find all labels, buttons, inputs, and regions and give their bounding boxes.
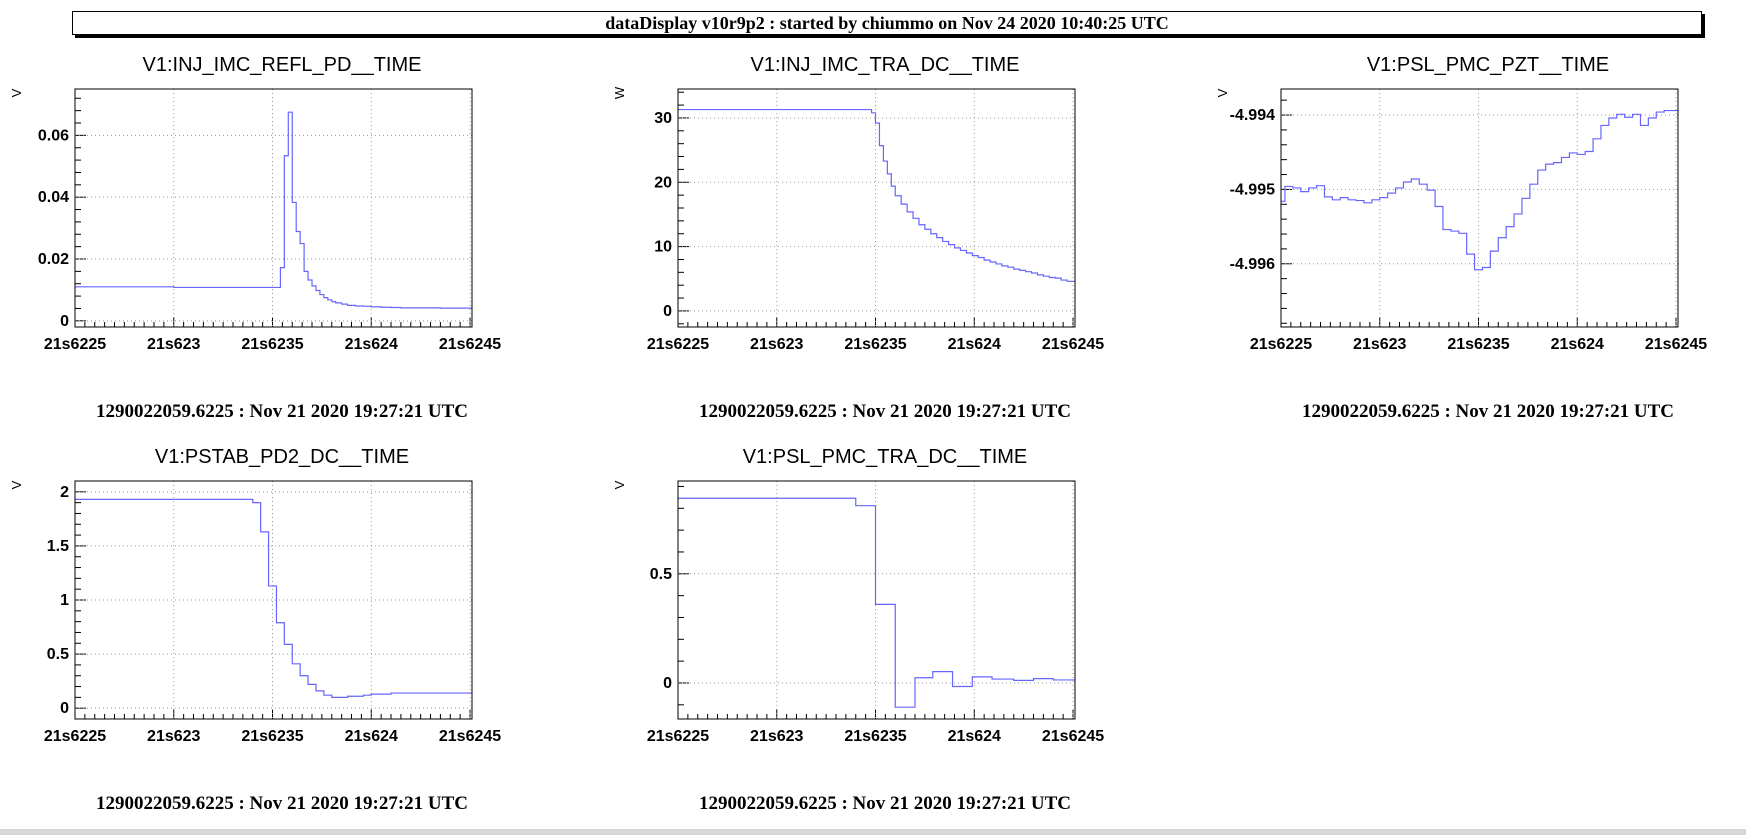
x-tick-label: 21s623 (1353, 336, 1406, 353)
x-tick-label: 21s6235 (241, 728, 303, 745)
y-tick-label: 0.5 (47, 646, 69, 663)
x-tick-label: 21s623 (147, 728, 200, 745)
time-label: 1290022059.6225 : Nov 21 2020 19:27:21 U… (1301, 401, 1675, 422)
plot-svg: 21s6225 21s623 21s6235 21s624 21s6245 -4.996 -… (1215, 88, 1707, 353)
y-tick-label: 20 (654, 174, 672, 191)
y-unit-label: V (612, 480, 627, 489)
chart-title: V1:PSL_PMC_PZT__TIME (1366, 54, 1610, 76)
time-label: 1290022059.6225 : Nov 21 2020 19:27:21 U… (698, 401, 1072, 422)
y-tick-label: 0.02 (38, 251, 69, 268)
x-tick-label: 21s6225 (1250, 336, 1312, 353)
display-banner: dataDisplay v10r9p2 : started by chiummo… (72, 11, 1702, 35)
y-tick-label: -4.994 (1230, 107, 1275, 124)
x-tick-label: 21s6225 (647, 728, 709, 745)
plot-frame (677, 88, 1076, 328)
plot-border (677, 480, 1076, 720)
x-tick-label: 21s623 (750, 336, 803, 353)
chart-panel-4: V1:PSTAB_PD2_DC__TIME 21s6225 21s623 21s62… (2, 443, 562, 835)
x-tick-label: 21s624 (948, 336, 1001, 353)
chart-title: V1:INJ_IMC_TRA_DC__TIME (750, 54, 1020, 76)
y-tick-label: 1 (60, 592, 69, 609)
y-unit-label: V (9, 480, 24, 489)
series-line (75, 111, 472, 309)
y-tick-label: 0 (663, 303, 672, 320)
chart-title: V1:PSTAB_PD2_DC__TIME (154, 446, 410, 468)
x-tick-label: 21s6235 (1447, 336, 1509, 353)
x-tick-label: 21s6225 (44, 728, 106, 745)
plot-svg: 21s6225 21s623 21s6235 21s624 21s6245 0 0.5 1 1.… (9, 480, 501, 745)
y-tick-label: 0 (60, 700, 69, 717)
plot-border (1280, 88, 1679, 328)
plot-border (74, 88, 473, 328)
y-tick-label: 0.04 (38, 189, 69, 206)
plot-border (74, 480, 473, 720)
series-line (678, 497, 1075, 708)
x-tick-label: 21s6235 (844, 336, 906, 353)
chart-panel-2: V1:INJ_IMC_TRA_DC__TIME 21s6225 21s623 21s… (605, 51, 1165, 443)
x-tick-label: 21s623 (750, 728, 803, 745)
y-tick-label: 30 (654, 110, 672, 127)
y-unit-label: V (9, 88, 24, 97)
x-tick-label: 21s6245 (1645, 336, 1707, 353)
y-tick-label: -4.995 (1230, 181, 1275, 198)
plot-frame (74, 480, 473, 720)
plot-border (677, 88, 1076, 328)
series-line (1281, 109, 1678, 271)
plot-svg: 21s6225 21s623 21s6235 21s624 21s6245 0 0.5 V (612, 480, 1104, 745)
chart-panel-5: V1:PSL_PMC_TRA_DC__TIME 21s6225 21s623 21s… (605, 443, 1165, 835)
chart-panel-1: V1:INJ_IMC_REFL_PD__TIME 21s6225 21s623 21… (2, 51, 562, 443)
x-tick-label: 21s6235 (844, 728, 906, 745)
x-tick-label: 21s6245 (1042, 728, 1104, 745)
plot-svg: 21s6225 21s623 21s6235 21s624 21s6245 0 10 20 30… (612, 86, 1104, 353)
time-label: 1290022059.6225 : Nov 21 2020 19:27:21 U… (95, 401, 469, 422)
y-tick-label: 0.5 (650, 566, 672, 583)
time-label: 1290022059.6225 : Nov 21 2020 19:27:21 U… (95, 793, 469, 814)
chart-title: V1:INJ_IMC_REFL_PD__TIME (142, 54, 422, 76)
x-tick-label: 21s624 (948, 728, 1001, 745)
y-unit-label: V (1215, 88, 1230, 97)
y-tick-label: 10 (654, 239, 672, 256)
x-tick-label: 21s623 (147, 336, 200, 353)
y-tick-label: 0.06 (38, 127, 69, 144)
bottom-scrollbar[interactable] (0, 829, 1746, 835)
time-label: 1290022059.6225 : Nov 21 2020 19:27:21 U… (698, 793, 1072, 814)
x-tick-label: 21s6225 (44, 336, 106, 353)
y-unit-label: W (612, 86, 627, 99)
x-tick-label: 21s6225 (647, 336, 709, 353)
y-tick-label: -4.996 (1230, 256, 1275, 273)
x-tick-label: 21s6235 (241, 336, 303, 353)
y-tick-label: 0 (663, 675, 672, 692)
plot-frame (677, 480, 1076, 720)
plot-svg: 21s6225 21s623 21s6235 21s624 21s6245 0 0.02 0.… (9, 88, 501, 353)
x-tick-label: 21s624 (345, 336, 398, 353)
y-tick-label: 0 (60, 313, 69, 330)
series-line (678, 108, 1075, 282)
plot-frame (1280, 88, 1679, 328)
x-tick-label: 21s6245 (439, 728, 501, 745)
x-tick-label: 21s624 (345, 728, 398, 745)
x-tick-label: 21s624 (1551, 336, 1604, 353)
series-line (75, 498, 472, 698)
plot-frame (74, 88, 473, 328)
chart-panel-3: V1:PSL_PMC_PZT__TIME 21s6225 21s623 21s623… (1208, 51, 1746, 443)
y-tick-label: 2 (60, 484, 69, 501)
x-tick-label: 21s6245 (1042, 336, 1104, 353)
chart-title: V1:PSL_PMC_TRA_DC__TIME (742, 446, 1028, 468)
y-tick-label: 1.5 (47, 538, 69, 555)
x-tick-label: 21s6245 (439, 336, 501, 353)
